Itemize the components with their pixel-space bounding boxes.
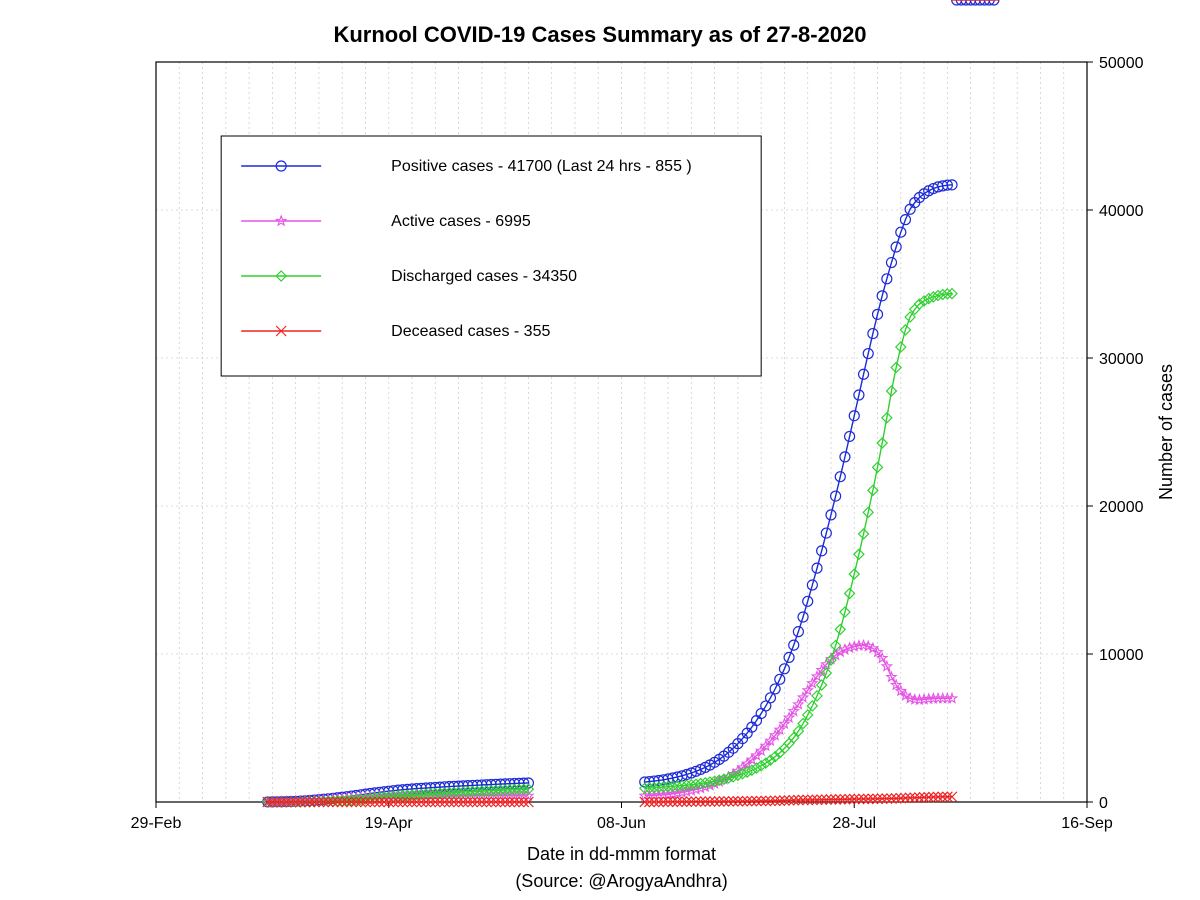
svg-text:20000: 20000 bbox=[1099, 499, 1144, 516]
svg-text:19-Apr: 19-Apr bbox=[365, 815, 414, 832]
legend-label-deceased: Deceased cases - 355 bbox=[391, 323, 550, 340]
svg-text:0: 0 bbox=[1099, 795, 1108, 812]
svg-text:16-Sep: 16-Sep bbox=[1061, 815, 1113, 832]
chart-title: Kurnool COVID-19 Cases Summary as of 27-… bbox=[0, 22, 1200, 48]
svg-text:40000: 40000 bbox=[1099, 203, 1144, 220]
legend: Positive cases - 41700 (Last 24 hrs - 85… bbox=[221, 136, 761, 376]
svg-text:28-Jul: 28-Jul bbox=[832, 815, 876, 832]
legend-label-discharged: Discharged cases - 34350 bbox=[391, 268, 577, 285]
chart-svg: 0 10000 20000 30000 40000 50000 29-Feb 19-Apr 08… bbox=[0, 0, 1200, 900]
legend-label-active: Active cases - 6995 bbox=[391, 213, 531, 230]
svg-text:29-Feb: 29-Feb bbox=[131, 815, 182, 832]
svg-text:Date in dd-mmm format: Date in dd-mmm format bbox=[527, 844, 716, 864]
svg-text:(Source: @ArogyaAndhra): (Source: @ArogyaAndhra) bbox=[515, 871, 727, 891]
legend-label-positive: Positive cases - 41700 (Last 24 hrs - 85… bbox=[391, 158, 692, 175]
chart-container: Kurnool COVID-19 Cases Summary as of 27-… bbox=[0, 0, 1200, 900]
svg-text:Number of cases: Number of cases bbox=[1156, 364, 1176, 500]
svg-text:08-Jun: 08-Jun bbox=[597, 815, 646, 832]
svg-text:50000: 50000 bbox=[1099, 55, 1144, 72]
svg-text:10000: 10000 bbox=[1099, 647, 1144, 664]
svg-text:30000: 30000 bbox=[1099, 351, 1144, 368]
